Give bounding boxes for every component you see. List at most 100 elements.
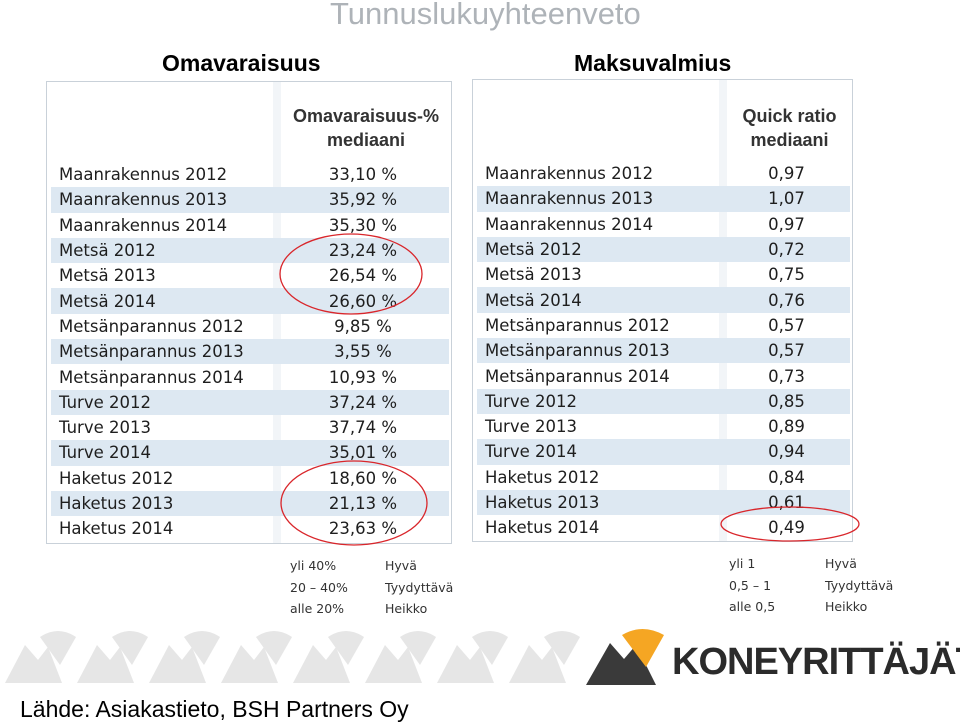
row-label: Metsä 2014: [51, 288, 277, 314]
brand-name: KONEYRITTÄJÄT: [672, 641, 960, 683]
row-label: Maanrakennus 2014: [485, 214, 654, 234]
table-row: Turve 2012 37,24 %: [51, 389, 449, 415]
row-value: 0,72: [723, 236, 850, 263]
legend-rating: Tyydyttävä: [825, 577, 894, 593]
table-row: Maanrakennus 2012 0,97: [477, 161, 850, 186]
legend-range: 0,5 – 1: [729, 577, 772, 593]
row-value: 1,07: [723, 186, 850, 212]
row-label: Maanrakennus 2014: [59, 215, 228, 235]
legend-range: alle 20%: [290, 601, 345, 616]
faded-logo-icon: [5, 631, 76, 683]
row-label: Metsä 2014: [477, 287, 723, 313]
table-row: Metsänparannus 2014 0,73: [477, 363, 850, 388]
row-label: Metsä 2013: [485, 265, 582, 285]
right-table: Maanrakennus 2012 0,97 Maanrakennus 2013 1,…: [477, 161, 850, 540]
row-label: Turve 2012: [477, 388, 723, 414]
left-table: Maanrakennus 2012 33,10 % Maanrakennus 201…: [51, 162, 449, 541]
table-row: Maanrakennus 2014 0,97: [477, 212, 850, 237]
table-row: Metsänparannus 2013 3,55 %: [51, 339, 449, 365]
row-label: Metsä 2013: [59, 266, 156, 286]
row-value: 0,89: [768, 417, 805, 437]
legend-range: alle 0,5: [729, 599, 776, 614]
table-row: Haketus 2014 23,63 %: [51, 516, 449, 541]
table-row: Metsä 2014 0,76: [477, 287, 850, 313]
table-row: Haketus 2012 18,60 %: [51, 466, 449, 491]
table-row: Metsänparannus 2012 0,57: [477, 313, 850, 338]
table-row: Metsä 2012 0,72: [477, 236, 850, 263]
row-label: Metsänparannus 2012: [59, 316, 244, 336]
row-label: Maanrakennus 2012: [485, 164, 654, 184]
row-label: Metsänparannus 2013: [477, 338, 723, 364]
row-value: 0,75: [768, 265, 805, 285]
row-label: Turve 2012: [51, 389, 277, 415]
row-value: 0,73: [768, 366, 805, 386]
row-label: Turve 2013: [59, 418, 151, 438]
row-value: 35,92 %: [277, 187, 449, 213]
row-label: Turve 2013: [485, 417, 577, 437]
right-column-header: Quick ratio mediaani: [727, 80, 852, 178]
faded-logo-icon: [77, 631, 148, 683]
row-value: 0,85: [723, 388, 850, 414]
table-row: Maanrakennus 2012 33,10 %: [51, 162, 449, 187]
table-row: Maanrakennus 2013 35,92 %: [51, 187, 449, 213]
left-column-header-line1: Omavaraisuus-%: [292, 106, 440, 126]
row-value: 0,57: [768, 315, 805, 335]
right-heading: Maksuvalmius: [574, 50, 732, 76]
faded-logo-icon: [221, 631, 292, 683]
row-value: 33,10 %: [328, 165, 398, 185]
table-row: Maanrakennus 2013 1,07: [477, 186, 850, 212]
row-value: 0,94: [723, 439, 850, 465]
row-value: 37,74 %: [328, 418, 398, 438]
row-value: 35,30 %: [328, 215, 398, 235]
row-value: 3,55 %: [277, 339, 449, 365]
row-value: 26,60 %: [277, 288, 449, 314]
row-value: 23,63 %: [328, 519, 398, 539]
left-table-panel: Omavaraisuus-% mediaani Maanrakennus 201…: [46, 81, 452, 544]
row-value: 23,24 %: [277, 237, 449, 264]
table-row: Haketus 2013 21,13 %: [51, 490, 449, 517]
row-value: 9,85 %: [334, 316, 392, 336]
row-value: 0,76: [723, 287, 850, 313]
faded-logo-icon: [365, 631, 436, 683]
logo-band: [5, 629, 664, 685]
left-column-header-line2: mediaani: [326, 130, 406, 150]
right-legend: yli 1 Hyvä 0,5 – 1 Tyydyttävä alle 0,5 Heik…: [729, 553, 893, 618]
table-row: Metsä 2014 26,60 %: [51, 288, 449, 314]
legend-rating: Hyvä: [385, 558, 417, 573]
row-value: 26,54 %: [328, 266, 398, 286]
table-row: Metsä 2012 23,24 %: [51, 237, 449, 264]
table-row: Metsä 2013 26,54 %: [51, 263, 449, 288]
table-row: Metsänparannus 2013 0,57: [477, 338, 850, 364]
row-label: Haketus 2012: [59, 468, 174, 488]
left-legend: yli 40% Hyvä 20 – 40% Tyydyttävä alle 20% H…: [290, 555, 453, 620]
table-row: Turve 2013 37,74 %: [51, 415, 449, 440]
row-label: Maanrakennus 2013: [51, 187, 277, 213]
row-value: 0,97: [768, 164, 805, 184]
highlight-circle-metsa: [279, 233, 423, 315]
table-row: Turve 2014 0,94: [477, 439, 850, 465]
table-row: Haketus 2012 0,84: [477, 465, 850, 490]
legend-range: yli 40%: [290, 558, 337, 573]
row-value: 18,60 %: [328, 468, 398, 488]
row-label: Haketus 2014: [59, 519, 174, 539]
row-label: Metsänparannus 2014: [59, 367, 244, 387]
table-row: Metsä 2013 0,75: [477, 262, 850, 287]
row-label: Turve 2014: [51, 440, 277, 466]
row-value: 0,57: [723, 338, 850, 364]
highlight-circle-haketus-quick: [720, 506, 860, 542]
right-column-header-line1: Quick ratio: [742, 106, 837, 126]
right-column-header-line2: mediaani: [750, 130, 829, 150]
page-title: Tunnuslukuyhteenveto: [330, 0, 641, 31]
table-row: Maanrakennus 2014 35,30 %: [51, 213, 449, 238]
faded-logo-icon: [509, 631, 580, 683]
row-value: 21,13 %: [277, 490, 449, 517]
row-value: 0,97: [768, 214, 805, 234]
table-row: Turve 2013 0,89: [477, 414, 850, 439]
row-label: Turve 2014: [477, 439, 723, 465]
left-heading: Omavaraisuus: [162, 50, 321, 76]
koneyrittajat-logo-icon: [586, 629, 664, 685]
faded-logo-icon: [293, 631, 364, 683]
row-value: 0,84: [768, 467, 805, 487]
row-label: Metsänparannus 2012: [485, 315, 670, 335]
